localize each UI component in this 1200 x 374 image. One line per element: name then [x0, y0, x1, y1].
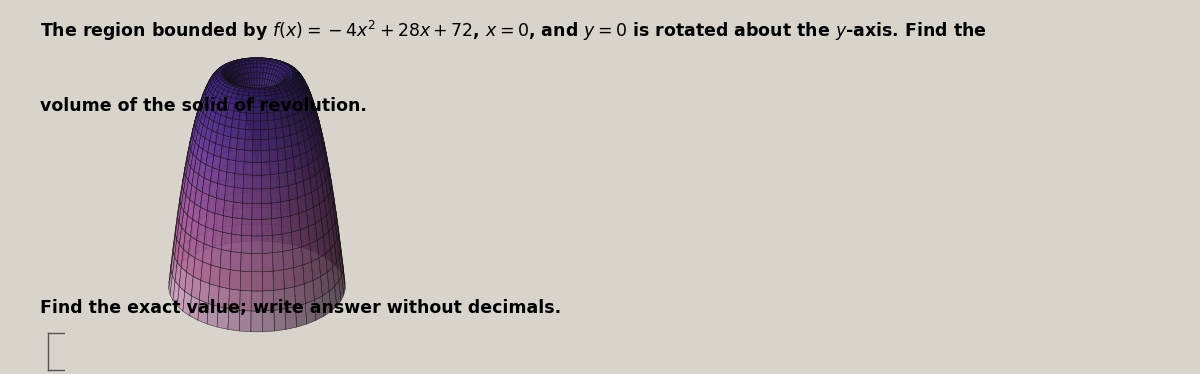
- Text: Find the exact value; write answer without decimals.: Find the exact value; write answer witho…: [40, 299, 560, 317]
- Text: volume of the solid of revolution.: volume of the solid of revolution.: [40, 97, 366, 115]
- Text: The region bounded by $f(x) = -4x^2 + 28x + 72$, $x = 0$, and $y = 0$ is rotated: The region bounded by $f(x) = -4x^2 + 28…: [40, 19, 986, 43]
